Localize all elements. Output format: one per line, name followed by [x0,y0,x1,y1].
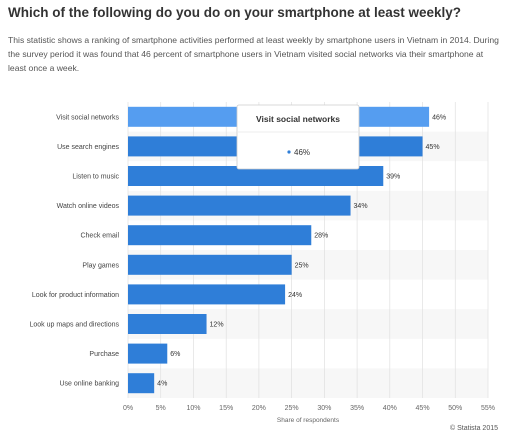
value-labels: 46% 45% 39% 34% 28% 25% 24% 12% 6% 4% [157,114,446,387]
category-label: Check email [80,233,119,240]
bar [128,343,168,364]
value-label: 34% [354,203,368,210]
tooltip-box [236,104,360,170]
value-label: 25% [295,262,309,269]
bar [128,254,292,275]
x-tick-label: 25% [285,405,299,412]
bar [128,195,351,216]
value-label: 39% [386,174,400,181]
tooltip-value: 46% [294,148,310,157]
x-tick-label: 10% [186,405,200,412]
value-label: 46% [432,114,446,121]
category-label: Listen to music [72,174,119,181]
bar [128,373,155,394]
category-label: Purchase [89,351,119,358]
bar-chart: Visit social networks Use search engines L… [30,102,495,424]
category-label: Use online banking [59,381,119,388]
x-axis-label: Share of respondents [277,417,340,424]
x-tick-label: 35% [350,405,364,412]
category-label: Visit social networks [56,114,119,121]
value-label: 45% [426,144,440,151]
statista-credit: © Statista 2015 [450,425,498,432]
x-tick-label: 20% [252,405,266,412]
bar [128,225,312,246]
category-label: Look up maps and directions [30,322,120,329]
x-tick-label: 30% [317,405,331,412]
x-tick-label: 50% [448,405,462,412]
category-label: Play games [82,262,119,269]
x-tick-label: 55% [481,405,495,412]
bar [128,314,207,334]
bar [128,284,286,305]
tooltip-title: Visit social networks [256,114,340,124]
tooltip-dot-icon [287,150,291,154]
x-tick-label: 5% [156,405,166,412]
category-label: Look for product information [32,292,119,299]
value-label: 28% [314,233,328,240]
x-tick-label: 40% [383,405,397,412]
page-description: This statistic shows a ranking of smartp… [8,35,499,73]
page-title: Which of the following do you do on your… [8,5,462,20]
value-label: 4% [157,381,167,388]
x-tick-label: 0% [123,405,133,412]
row-band [128,368,488,398]
category-label: Use search engines [57,144,119,151]
category-label: Watch online videos [57,203,120,210]
category-labels: Visit social networks Use search engines L… [30,114,120,387]
tooltip: Visit social networks 46% [236,104,360,170]
x-tick-label: 45% [416,405,430,412]
x-tick-labels: 0% 5% 10% 15% 20% 25% 30% 35% 40% 45% 50% 55% [123,405,495,412]
value-label: 12% [210,322,224,329]
value-label: 24% [288,292,302,299]
x-tick-label: 15% [219,405,233,412]
value-label: 6% [170,351,180,358]
bar [128,166,384,186]
